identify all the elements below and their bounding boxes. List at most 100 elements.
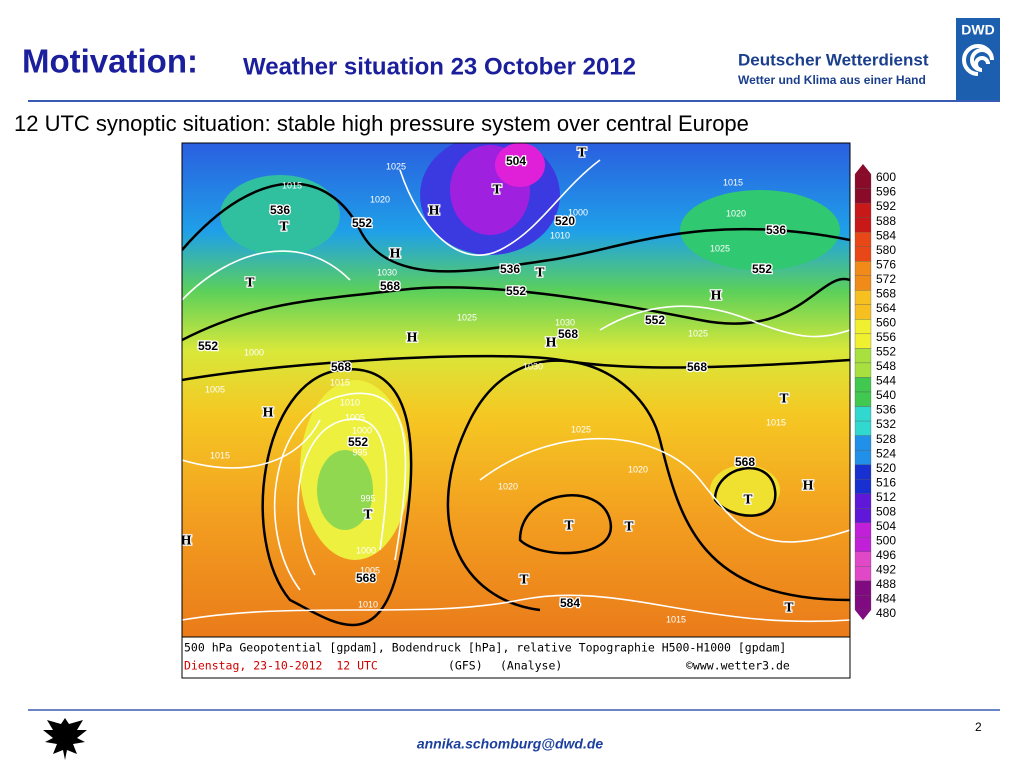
contour-label: 536 bbox=[766, 223, 786, 237]
colorbar-label: 536 bbox=[876, 403, 896, 417]
colorbar-cell bbox=[854, 595, 872, 611]
contour-label: 552 bbox=[506, 284, 526, 298]
contour-label: 552 bbox=[645, 313, 665, 327]
title: Motivation: bbox=[22, 43, 198, 80]
pressure-center: T bbox=[280, 220, 289, 234]
logo-tagline: Wetter und Klima aus einer Hand bbox=[738, 73, 926, 87]
colorbar-cell bbox=[854, 464, 872, 480]
caption-date: Dienstag, 23-10-2012 12 UTC bbox=[184, 659, 378, 673]
colorbar-label: 556 bbox=[876, 330, 896, 344]
colorbar-label: 496 bbox=[876, 548, 896, 562]
colorbar-cell bbox=[854, 537, 872, 553]
logo-name: Deutscher Wetterdienst bbox=[738, 50, 929, 69]
isobar-label: 1015 bbox=[282, 180, 302, 190]
colorbar-cell bbox=[854, 391, 872, 407]
isobar-label: 1025 bbox=[688, 328, 708, 338]
colorbar-label: 540 bbox=[876, 388, 896, 402]
colorbar-label: 532 bbox=[876, 417, 896, 431]
isobar-label: 1025 bbox=[386, 161, 406, 171]
contour-label: 584 bbox=[560, 596, 580, 610]
colorbar-label: 484 bbox=[876, 592, 896, 606]
pressure-center: T bbox=[625, 520, 634, 534]
weather-map: 1015 1025 1020 1030 1025 1030 1030 1015 1010 1005… bbox=[182, 143, 850, 637]
colorbar-label: 576 bbox=[876, 257, 896, 271]
colorbar-label: 480 bbox=[876, 606, 896, 620]
eagle-logo bbox=[43, 718, 87, 760]
isobar-label: 1000 bbox=[244, 347, 264, 357]
contour-label: 552 bbox=[352, 216, 372, 230]
colorbar-label: 520 bbox=[876, 461, 896, 475]
pressure-center: T bbox=[744, 493, 753, 507]
pressure-center: H bbox=[428, 204, 439, 218]
colorbar-label: 516 bbox=[876, 475, 896, 489]
subtitle: Weather situation 23 October 2012 bbox=[243, 53, 636, 80]
isobar-label: 1000 bbox=[568, 207, 588, 217]
pressure-center: T bbox=[246, 276, 255, 290]
contour-label: 552 bbox=[752, 262, 772, 276]
colorbar-label: 512 bbox=[876, 490, 896, 504]
colorbar-cell bbox=[854, 202, 872, 218]
colorbar-cell bbox=[854, 522, 872, 538]
colorbar-cell bbox=[854, 580, 872, 596]
pressure-center: T bbox=[785, 601, 794, 615]
pressure-center: H bbox=[406, 331, 417, 345]
caption-line: 500 hPa Geopotential [gpdam], Bodendruck… bbox=[184, 641, 786, 655]
colorbar-label: 560 bbox=[876, 316, 896, 330]
colorbar-cell bbox=[854, 566, 872, 582]
isobar-label: 1015 bbox=[723, 177, 743, 187]
colorbar-cell bbox=[854, 304, 872, 320]
colorbar-label: 492 bbox=[876, 563, 896, 577]
isobar-label: 1020 bbox=[498, 481, 518, 491]
contour-label: 568 bbox=[558, 327, 578, 341]
isobar-label: 1005 bbox=[345, 412, 365, 422]
colorbar-label: 584 bbox=[876, 228, 896, 242]
pressure-center: H bbox=[389, 247, 400, 261]
colorbar-cell bbox=[854, 275, 872, 291]
pressure-center: T bbox=[780, 392, 789, 406]
caption-source: ©www.wetter3.de bbox=[686, 659, 790, 673]
contour-label: 552 bbox=[348, 435, 368, 449]
pressure-center: H bbox=[545, 336, 556, 350]
colorbar-cell bbox=[854, 290, 872, 305]
isobar-label: 1030 bbox=[523, 361, 543, 371]
colorbar-label: 504 bbox=[876, 519, 896, 533]
colorbar-label: 600 bbox=[876, 170, 896, 184]
colorbar-cell bbox=[854, 508, 872, 523]
logo-icon bbox=[962, 44, 994, 76]
colorbar-cell bbox=[854, 479, 872, 494]
isobar-label: 1000 bbox=[352, 425, 372, 435]
pressure-center: T bbox=[493, 183, 502, 197]
contour-label: 568 bbox=[735, 455, 755, 469]
colorbar-label: 548 bbox=[876, 359, 896, 373]
colorbar-cell bbox=[854, 362, 872, 378]
contour-label: 568 bbox=[356, 571, 376, 585]
colorbar-cell bbox=[854, 173, 872, 189]
pressure-center: T bbox=[364, 508, 373, 522]
isobar-label: 1025 bbox=[457, 312, 477, 322]
colorbar-cell bbox=[854, 377, 872, 393]
pressure-center: T bbox=[536, 266, 545, 280]
colorbar-label: 552 bbox=[876, 345, 896, 359]
isobar-label: 1010 bbox=[358, 599, 378, 609]
contour-label: 552 bbox=[198, 339, 218, 353]
colorbar-cell bbox=[854, 333, 872, 349]
isobar-label: 1030 bbox=[555, 317, 575, 327]
isobar-label: 1020 bbox=[370, 194, 390, 204]
colorbar-cell bbox=[854, 493, 872, 509]
contour-label: 536 bbox=[500, 262, 520, 276]
colorbar-label: 488 bbox=[876, 577, 896, 591]
colorbar-label: 500 bbox=[876, 534, 896, 548]
pressure-center: H bbox=[710, 289, 721, 303]
contour-label: 568 bbox=[687, 360, 707, 374]
colorbar-label: 524 bbox=[876, 446, 896, 460]
colorbar-cell bbox=[854, 261, 872, 276]
isobar-label: 1030 bbox=[377, 267, 397, 277]
isobar-label: 1015 bbox=[766, 417, 786, 427]
colorbar-arrow-top bbox=[855, 164, 871, 174]
colorbar-cell bbox=[854, 188, 872, 204]
isobar-label: 1020 bbox=[726, 208, 746, 218]
isobar-label: 1010 bbox=[340, 397, 360, 407]
isobar-label: 995 bbox=[360, 493, 375, 503]
